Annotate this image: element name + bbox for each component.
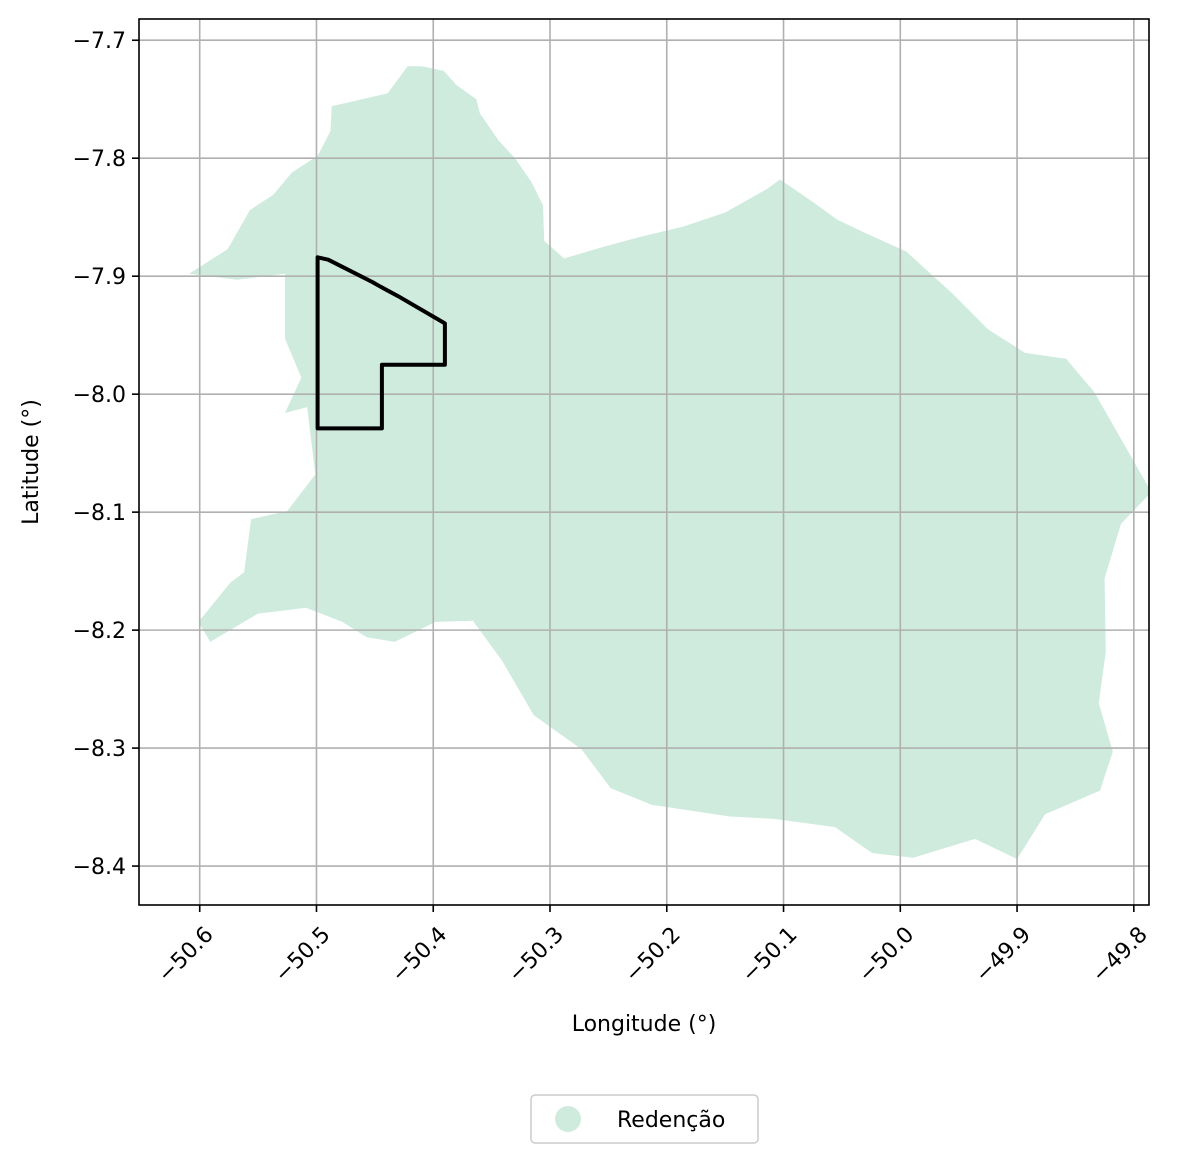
y-tick-label: −8.3 bbox=[73, 737, 126, 762]
x-axis-ticks: −50.6 −50.5 −50.4 −50.3 −50.2 −50.1 −50.0 −49.9… bbox=[153, 905, 1153, 988]
axes-frame bbox=[138, 18, 1150, 906]
y-axis-label: Latitude (°) bbox=[19, 399, 44, 525]
y-axis-ticks: −7.7 −7.8 −7.9 −8.0 −8.1 −8.2 −8.3 −8.4 bbox=[73, 29, 139, 880]
grid-lines bbox=[139, 19, 1149, 905]
legend-label: Redenção bbox=[617, 1108, 725, 1133]
x-tick-label: −50.2 bbox=[620, 922, 685, 987]
x-tick-label: −49.9 bbox=[971, 922, 1036, 987]
area-outline bbox=[315, 255, 447, 431]
x-tick-label: −50.3 bbox=[504, 922, 569, 987]
x-tick-label: −50.5 bbox=[270, 922, 335, 987]
y-tick-label: −8.2 bbox=[73, 619, 126, 644]
x-axis-label: Longitude (°) bbox=[572, 1012, 717, 1037]
y-tick-label: −8.0 bbox=[73, 383, 126, 408]
legend: Redenção bbox=[530, 1094, 759, 1144]
x-tick-label: −50.6 bbox=[153, 922, 218, 987]
y-tick-label: −8.1 bbox=[73, 501, 126, 526]
legend-box bbox=[530, 1094, 759, 1144]
municipality-polygon bbox=[189, 66, 1149, 859]
y-tick-label: −7.7 bbox=[73, 29, 126, 54]
x-tick-label: −50.1 bbox=[737, 922, 802, 987]
legend-swatch bbox=[555, 1106, 581, 1132]
x-tick-label: −50.4 bbox=[387, 922, 452, 987]
y-tick-label: −7.9 bbox=[73, 265, 126, 290]
x-tick-label: −50.0 bbox=[854, 922, 919, 987]
x-tick-label: −49.8 bbox=[1087, 922, 1152, 987]
y-tick-label: −8.4 bbox=[73, 855, 126, 880]
y-tick-label: −7.8 bbox=[73, 147, 126, 172]
